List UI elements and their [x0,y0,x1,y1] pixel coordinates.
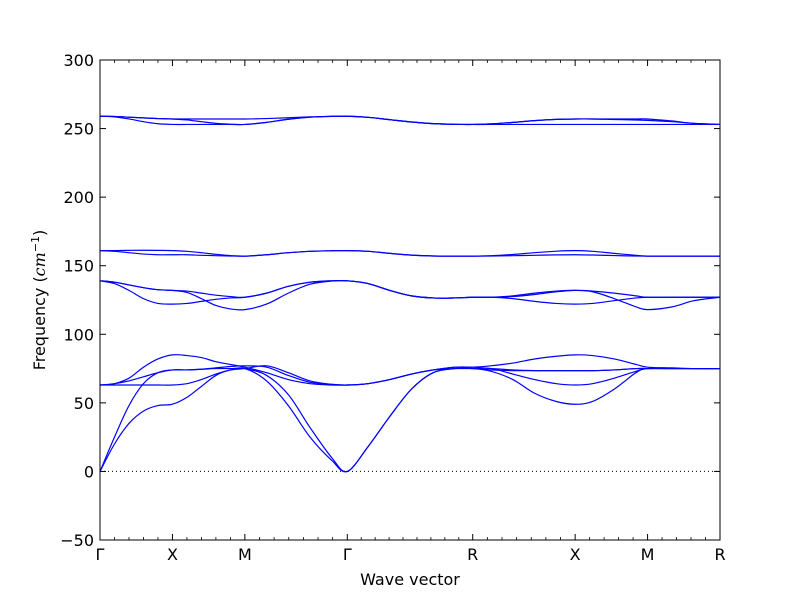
plot-frame [99,59,721,541]
x-tick-label: X [570,545,581,564]
y-tick-label: 150 [63,257,94,276]
y-axis-title-prefix: Frequency ( [30,276,49,370]
y-axis-title-suffix: ) [30,230,49,236]
x-tick-label: R [467,545,478,564]
x-axis-title: Wave vector [360,570,460,589]
x-tick-label: Γ [96,545,105,564]
branch-line-2 [99,367,720,473]
x-tick-label: M [238,545,252,564]
y-tick-label: 100 [63,325,94,344]
series-layer [99,115,721,473]
y-axis-title-unit: cm [30,252,49,276]
branch-line-1 [99,367,720,473]
branch-line-13 [99,115,721,126]
y-tick-label: 250 [63,120,94,139]
y-tick-label: −50 [60,531,94,550]
branch-line-8 [99,279,720,299]
y-axis-title-exponent: −1 [29,236,42,252]
y-tick-label: 200 [63,188,94,207]
labels-layer: −50 0 50 100 150 200 250 300 Γ X M Γ R X M R [60,51,725,564]
x-tick-label: X [167,545,178,564]
x-tick-label: Γ [343,545,352,564]
x-tick-label: R [714,545,725,564]
branch-line-10 [99,249,720,257]
y-tick-label: 50 [74,394,94,413]
branch-line-5 [99,365,720,386]
ticks-layer [99,59,721,541]
y-tick-label: 300 [63,51,94,70]
y-axis-title: Frequency (cm−1) [29,230,49,371]
x-tick-label: M [641,545,655,564]
y-tick-label: 0 [84,462,94,481]
